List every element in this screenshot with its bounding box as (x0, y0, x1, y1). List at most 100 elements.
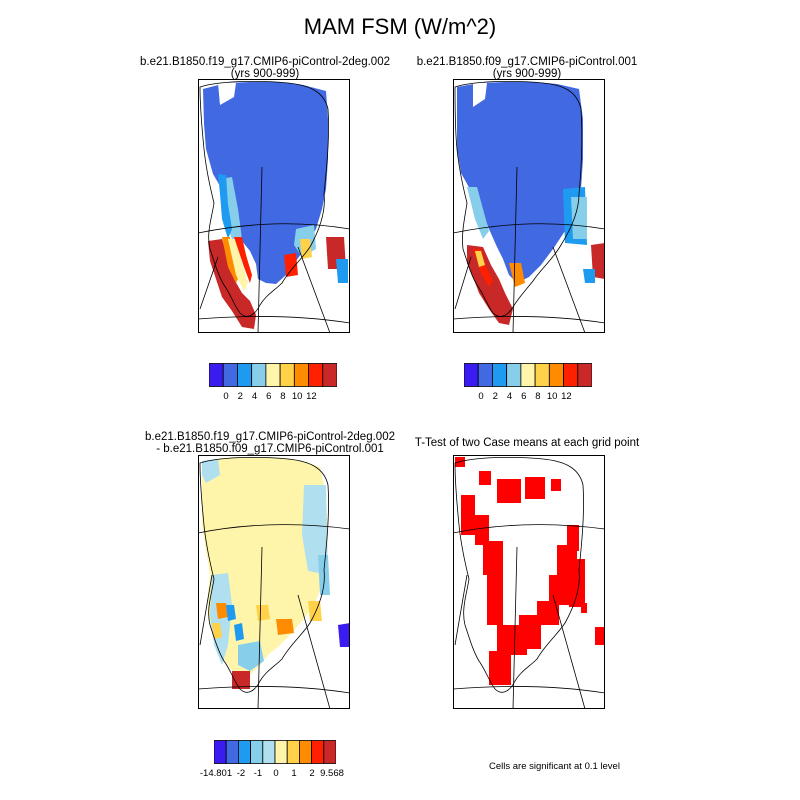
panel-2-south-yellow (475, 251, 485, 267)
panel-2-title-line2: (yrs 900-999) (492, 68, 562, 80)
panel-4-frame (453, 455, 605, 709)
colorbar-swatch (286, 740, 300, 764)
map-panel-1 (198, 79, 350, 333)
panel-1-fill (203, 82, 348, 329)
panel-4-title: T-Test of two Case means at each grid po… (397, 437, 657, 449)
panel-3-title: b.e21.B1850.f19_g17.CMIP6-piControl-2deg… (140, 431, 400, 455)
panel-4-cell (487, 575, 503, 625)
map-panel-4 (453, 455, 605, 709)
panel-4-fill (455, 457, 605, 685)
panel-3-region-interior (202, 458, 328, 679)
panel-2-outline (453, 80, 605, 333)
panel-3-sw-yellow (212, 623, 222, 639)
colorbar-tick-label: -1 (253, 768, 263, 779)
panel-4-cell (497, 479, 521, 503)
panel-3-east-yellow (308, 601, 322, 621)
panel-1-nw-notch (218, 83, 236, 105)
panel-3-east-lightblue (302, 485, 328, 575)
colorbar-tick-label: 10 (291, 391, 303, 402)
panel-4-cell (581, 603, 587, 613)
panel-1-east-cyan (336, 259, 348, 283)
panel-1-title-line2: (yrs 900-999) (230, 68, 300, 80)
panel-3-title-line2: - b.e21.B1850.f09_g17.CMIP6-piControl.00… (156, 443, 384, 455)
panel-1-title-line1: b.e21.B1850.f19_g17.CMIP6-piControl-2deg… (140, 56, 390, 68)
panel-2-region-interior (457, 82, 583, 283)
panel-2-east-cyan2 (583, 269, 595, 283)
map-panel-2 (453, 79, 605, 333)
colorbar-tick-label: 6 (521, 391, 527, 402)
colorbar-panel-3 (213, 740, 337, 769)
panel-4-cell (479, 471, 491, 485)
colorbar-swatch (222, 363, 238, 387)
colorbar-tick-label: 1 (291, 768, 297, 779)
colorbar-panel-3-ticks: -14.801 -2 -1 0 1 2 9.568 (196, 768, 356, 780)
panel-2-title: b.e21.B1850.f09_g17.CMIP6-piControl.001 … (397, 56, 657, 80)
panel-4-cell (551, 479, 561, 491)
colorbar-tick-label: 2 (492, 391, 498, 402)
panel-2-south-orange (509, 263, 525, 287)
colorbar-tick-label: 0 (223, 391, 229, 402)
colorbar-panel-2 (463, 363, 593, 392)
panel-4-cell (561, 559, 585, 575)
colorbar-swatch (250, 740, 264, 764)
colorbar-panel-1 (208, 363, 338, 392)
panel-1-se-red3 (284, 253, 298, 277)
colorbar-swatch (563, 363, 579, 387)
colorbar-tick-label: 4 (251, 391, 258, 402)
colorbar-swatch (534, 363, 550, 387)
colorbar-panel-2-ticks: 0 2 4 6 8 10 12 (464, 391, 592, 403)
panel-1-south-red2 (234, 237, 252, 283)
colorbar-tick-label: 8 (280, 391, 286, 402)
colorbar-tick-label: 0 (478, 391, 484, 402)
colorbar-tick-label: 0 (273, 768, 279, 779)
panel-4-cell (475, 515, 489, 545)
colorbar-swatch (311, 740, 325, 764)
colorbar-tick-label: 10 (546, 391, 558, 402)
panel-1-frame (198, 79, 350, 333)
colorbar-swatch (262, 740, 276, 764)
colorbar-swatch (274, 740, 288, 764)
panel-3-south-orange (276, 619, 294, 635)
colorbar-tick-label: 8 (535, 391, 541, 402)
colorbar-swatch (265, 363, 281, 387)
panel-4-cell (461, 495, 475, 535)
panel-1-se-yellow (300, 239, 312, 259)
figure-title: MAM FSM (W/m^2) (303, 14, 497, 39)
panel-3-nw-lightblue (202, 459, 220, 483)
panel-3-sw-cyan (226, 605, 236, 621)
colorbar-swatch (208, 363, 224, 387)
panel-1-sw-blue (218, 174, 232, 239)
panel-1-title: b.e21.B1850.f19_g17.CMIP6-piControl-2deg… (135, 56, 395, 80)
colorbar-swatch (323, 740, 337, 764)
colorbar-swatch (251, 363, 267, 387)
panel-3-frame (198, 455, 350, 709)
panel-4-cell (519, 615, 541, 649)
colorbar-swatch (506, 363, 522, 387)
colorbar-swatch (548, 363, 564, 387)
colorbar-swatch (293, 363, 309, 387)
panel-1-outline (198, 80, 350, 333)
colorbar-tick-label: 4 (506, 391, 513, 402)
colorbar-swatch (279, 363, 295, 387)
colorbar-tick-label: 12 (306, 391, 317, 402)
colorbar-swatch (225, 740, 239, 764)
panel-1-south-yellow (228, 239, 248, 291)
panel-3-outline (198, 456, 350, 709)
colorbar-swatch (520, 363, 536, 387)
panel-4-cell (455, 457, 465, 467)
colorbar-swatch (463, 363, 479, 387)
panel-4-cell (537, 601, 559, 625)
colorbar-tick-label: 2 (237, 391, 243, 402)
panel-4-cell (525, 477, 545, 499)
panel-3-fill (202, 458, 350, 689)
colorbar-swatch (299, 740, 313, 764)
colorbar-swatch (577, 363, 593, 387)
colorbar-tick-label: 6 (266, 391, 272, 402)
panel-4-cell (567, 525, 579, 551)
panel-2-frame (453, 79, 605, 333)
panel-4-cell (549, 575, 569, 605)
panel-3-south-tip-red (232, 671, 250, 689)
colorbar-panel-1-ticks: 0 2 4 6 8 10 12 (209, 391, 337, 403)
colorbar-tick-label: -14.801 (199, 768, 233, 779)
panel-4-cell (595, 627, 605, 645)
